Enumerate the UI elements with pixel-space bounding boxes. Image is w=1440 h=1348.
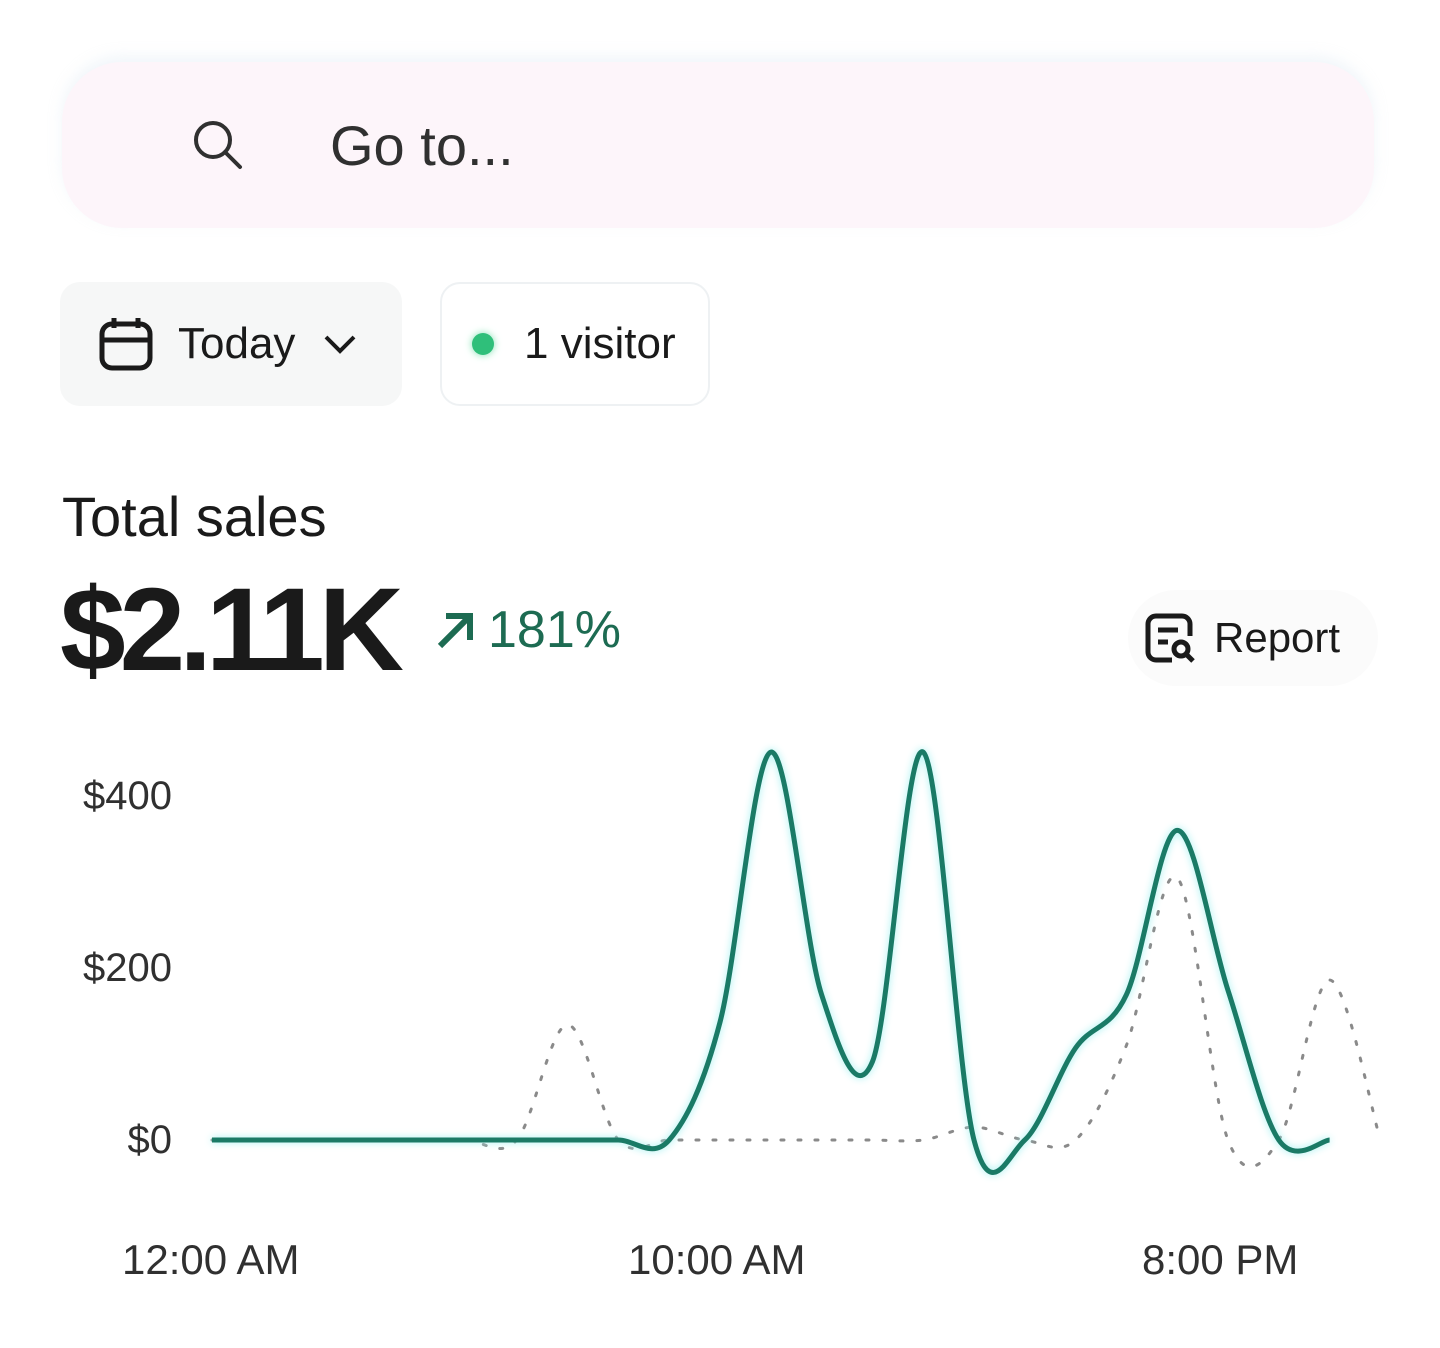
series-line-current	[212, 749, 1331, 1175]
x-tick-label: 8:00 PM	[1142, 1236, 1299, 1283]
y-tick-label: $200	[83, 946, 172, 990]
x-tick-label: 12:00 AM	[122, 1236, 300, 1283]
date-range-button[interactable]: Today	[60, 282, 402, 406]
y-tick-label: $0	[127, 1118, 173, 1162]
y-tick-label: $400	[83, 774, 172, 818]
metric-change-value: 181%	[488, 601, 621, 659]
report-label: Report	[1214, 614, 1341, 661]
live-status-dot	[472, 333, 494, 355]
metric-value: $2.11K	[60, 564, 404, 696]
live-visitors-button[interactable]: 1 visitor	[440, 282, 710, 406]
search-bar[interactable]	[62, 62, 1374, 228]
date-range-label: Today	[178, 319, 296, 368]
metric-title: Total sales	[62, 485, 327, 548]
calendar-icon	[99, 318, 153, 371]
series-line-comparison	[210, 875, 1382, 1169]
report-search-icon	[1145, 613, 1195, 663]
search-input[interactable]	[328, 111, 1232, 179]
report-button[interactable]: Report	[1128, 590, 1378, 686]
x-tick-label: 10:00 AM	[628, 1236, 806, 1283]
metric-change: 181%	[434, 600, 621, 660]
visitor-count: 1 visitor	[524, 319, 676, 368]
chevron-down-icon	[325, 335, 356, 354]
arrow-up-right-icon	[437, 613, 473, 649]
search-icon	[194, 121, 242, 169]
